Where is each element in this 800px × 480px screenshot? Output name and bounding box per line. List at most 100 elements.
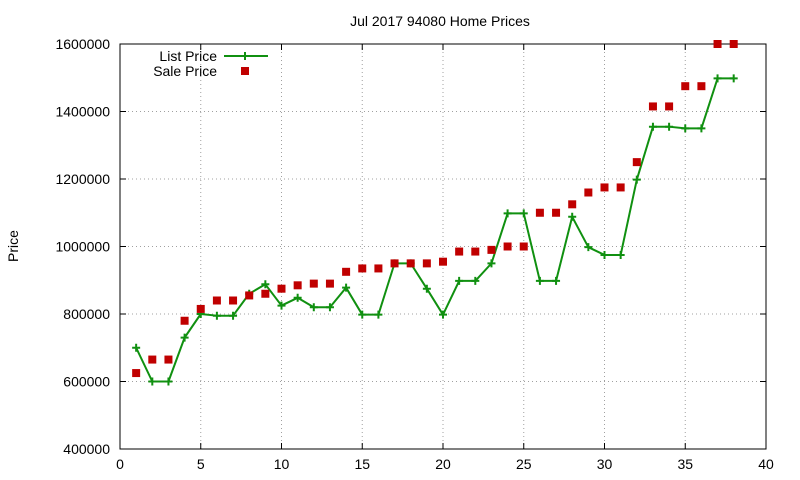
list-price-point [729,74,738,83]
list-price-point [665,122,674,131]
list-price-point [584,243,593,252]
sale-price-point [681,82,690,91]
x-tick-label: 5 [197,456,205,472]
list-price-point [180,333,189,342]
sale-price-point [422,259,431,268]
sale-price-point [616,183,625,192]
sale-price-point [261,289,270,298]
sale-price-point [697,82,706,91]
sale-price-point [503,242,512,251]
sale-price-point [390,259,399,268]
x-tick-label: 0 [116,456,124,472]
list-price-point [455,276,464,285]
sale-price-point [552,208,561,217]
list-price-point [552,276,561,285]
sale-price-point [648,102,657,111]
sale-price-point [358,264,367,273]
sale-price-point [196,304,205,313]
sale-price-point [729,40,738,48]
list-price-point [648,122,657,131]
sale-price-point [519,242,528,251]
list-price-point [374,310,383,319]
x-tick-label: 10 [274,456,290,472]
sale-price-point [632,158,641,167]
list-price-point [487,259,496,268]
sale-price-point [713,40,722,48]
sale-price-point [229,296,238,305]
list-price-point [148,377,157,386]
list-price-point [713,74,722,83]
list-price-point [212,311,221,320]
list-price-point [632,175,641,184]
list-price-point [342,283,351,292]
sale-price-point [245,291,254,300]
x-tick-label: 25 [516,456,532,472]
sale-price-point [164,355,173,364]
list-price-point [616,250,625,259]
sale-price-point [455,247,464,256]
list-price-point [600,250,609,259]
sale-price-point [665,102,674,111]
sale-price-point [277,284,286,293]
sale-price-point [584,188,593,197]
sale-price-point [471,247,480,256]
y-tick-label: 400000 [63,441,110,457]
sale-price-point [535,208,544,217]
y-axis-label: Price [5,230,21,262]
list-price-point [503,209,512,218]
x-tick-label: 40 [758,456,774,472]
list-price-point [681,124,690,133]
sale-price-point [212,296,221,305]
legend-label-sale-price: Sale Price [153,63,217,79]
sale-price-point [600,183,609,192]
legend-list-price-marker [241,52,249,60]
sale-price-point [374,264,383,273]
sale-price-point [132,369,141,378]
list-price-point [293,293,302,302]
x-tick-label: 20 [435,456,451,472]
y-tick-label: 1000000 [55,239,110,255]
x-tick-label: 15 [354,456,370,472]
sale-price-point [180,316,189,325]
y-tick-label: 600000 [63,374,110,390]
list-price-point [229,311,238,320]
list-price-point [309,303,318,312]
list-price-point [439,310,447,319]
sale-price-point [148,355,157,364]
x-tick-label: 30 [597,456,613,472]
list-price-point [358,310,367,319]
sale-price-point [309,279,318,288]
list-price-point [471,276,480,285]
sale-price-point [568,200,577,209]
tick-layer: 0 5 10 15 20 25 30 35 40 400000 600000 800000 100000… [55,36,774,472]
legend: List Price Sale Price [153,48,268,79]
list-price-point [568,212,577,221]
list-price-point [697,124,706,133]
list-price-point [164,377,173,386]
list-price-point [132,343,141,352]
sale-price-point [342,267,351,276]
y-tick-label: 1600000 [55,36,110,52]
series-line-list-price [135,77,734,383]
list-price-point [261,280,270,289]
sale-price-point [325,279,334,288]
legend-label-list-price: List Price [159,48,217,64]
legend-sale-price-marker [241,67,249,75]
sale-price-point [293,281,302,290]
list-price-point [519,209,528,218]
chart-title: Jul 2017 94080 Home Prices [350,13,530,29]
sale-price-point [439,257,447,266]
series-layer [132,40,738,386]
list-price-point [325,303,334,312]
y-tick-label: 1400000 [55,104,110,120]
y-tick-label: 800000 [63,306,110,322]
list-price-point [535,276,544,285]
list-price-point [422,284,431,293]
sale-price-point [487,245,496,254]
sale-price-point [406,259,415,268]
y-tick-label: 1200000 [55,171,110,187]
list-price-point [277,301,286,310]
x-tick-label: 35 [677,456,693,472]
